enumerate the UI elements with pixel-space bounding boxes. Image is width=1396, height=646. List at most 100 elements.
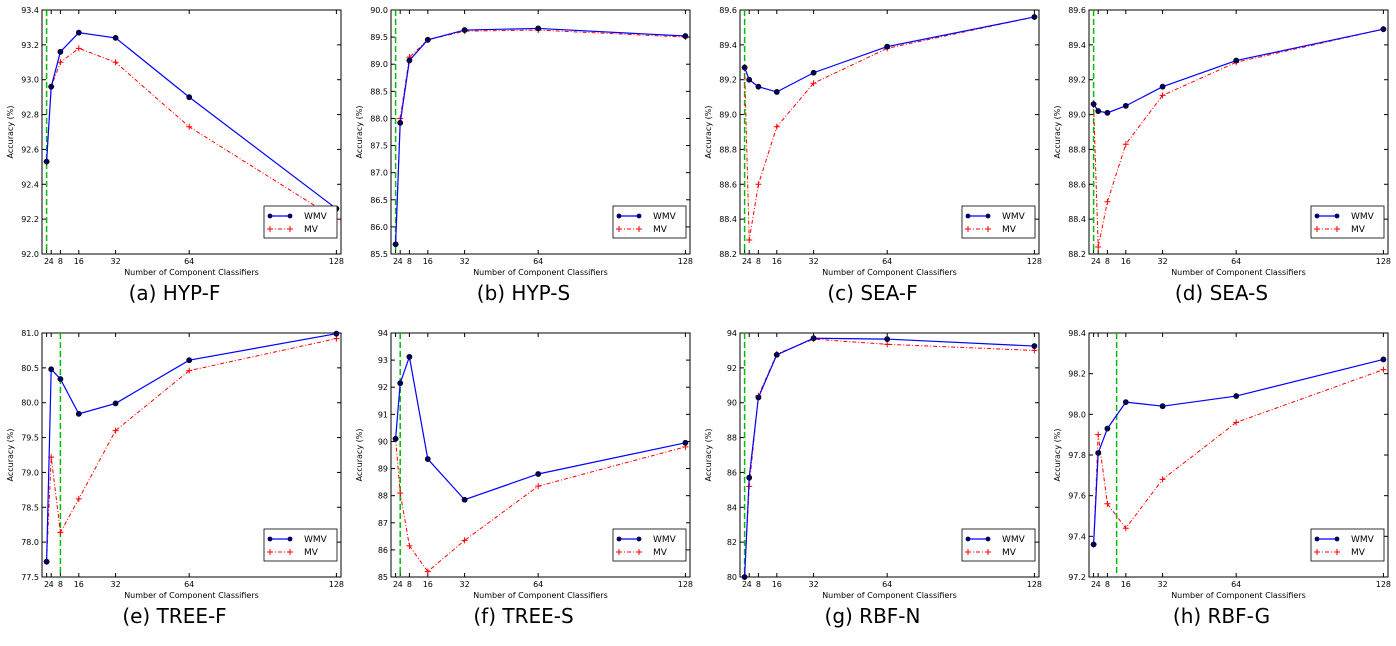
data-point-mv: [57, 59, 64, 66]
data-point-wmv: [48, 366, 55, 373]
y-tick-label: 89.6: [1068, 6, 1086, 15]
y-axis-label: Accuracy (%): [704, 106, 713, 159]
legend-marker-mv: [636, 226, 642, 232]
y-tick-label: 80.5: [21, 364, 39, 373]
chart-panel: 88.2 88.4 88.6 88.8 89.0 89.2 89.4 89.6 2 4 8 16 32 6…: [698, 0, 1047, 323]
data-point-wmv: [43, 158, 50, 165]
data-point-wmv: [1090, 541, 1097, 548]
data-point-wmv: [1104, 109, 1111, 116]
y-tick-label: 88.6: [1068, 180, 1086, 189]
y-tick-label: 97.6: [1068, 492, 1086, 501]
x-tick-label: 64: [882, 257, 892, 266]
data-point-mv: [1104, 500, 1111, 507]
x-axis-label: Number of Component Classifiers: [1171, 591, 1306, 600]
x-tick-label: 4: [49, 257, 54, 266]
y-tick-label: 85.5: [370, 250, 388, 259]
y-axis-label: Accuracy (%): [1053, 429, 1062, 482]
x-tick-label: 64: [184, 580, 194, 589]
legend: WMV MV: [1310, 528, 1385, 562]
data-point-mv: [57, 529, 64, 536]
legend-label-mv: MV: [1351, 548, 1366, 558]
x-axis-label: Number of Component Classifiers: [473, 591, 608, 600]
data-point-mv: [424, 568, 431, 575]
y-tick-label: 88.6: [719, 180, 737, 189]
y-tick-label: 82: [727, 538, 737, 547]
x-axis-label: Number of Component Classifiers: [473, 268, 608, 277]
series-line-wmv: [1093, 28, 1384, 114]
data-point-wmv: [1233, 393, 1240, 399]
y-axis-label: Accuracy (%): [1053, 106, 1062, 159]
data-point-wmv: [884, 43, 891, 50]
subfigure-caption: (b) HYP-S: [476, 281, 571, 305]
legend-label-wmv: WMV: [653, 212, 677, 222]
x-axis-label: Number of Component Classifiers: [124, 268, 259, 277]
y-tick-label: 88.0: [370, 114, 388, 123]
data-point-mv: [1095, 244, 1102, 251]
legend-marker-mv: [267, 226, 273, 232]
x-tick-label: 2: [742, 257, 747, 266]
legend-label-wmv: WMV: [653, 535, 677, 545]
y-tick-label: 92: [727, 364, 737, 373]
y-tick-label: 88.4: [1068, 215, 1086, 224]
data-point-wmv: [1122, 102, 1129, 109]
x-tick-label: 2: [44, 257, 49, 266]
data-point-mv: [535, 483, 542, 490]
data-point-wmv: [1380, 26, 1387, 33]
line-chart: 85 86 87 88 89 90 91 92 93 94 2 4 8 16 32 64 128 Number o…: [355, 329, 693, 600]
legend-label-mv: MV: [653, 548, 668, 558]
y-tick-label: 90: [378, 437, 388, 446]
y-tick-label: 92.8: [21, 111, 39, 120]
data-point-wmv: [884, 336, 891, 342]
data-point-wmv: [741, 64, 748, 71]
legend-marker-wmv: [267, 536, 273, 542]
data-point-wmv: [406, 57, 413, 64]
y-tick-label: 79.0: [21, 468, 39, 477]
data-point-wmv: [112, 400, 119, 407]
line-chart: 80 82 84 86 88 90 92 94 2 4 8 16 32 64 128 Number of Co…: [704, 329, 1042, 600]
line-chart: 85.5 86.0 86.5 87.0 87.5 88.0 88.5 89.0 89.5 90.0…: [355, 6, 693, 277]
y-tick-label: 97.8: [1068, 451, 1086, 460]
y-tick-label: 88.5: [370, 87, 388, 96]
series-line-wmv: [1093, 358, 1384, 545]
x-axis-label: Number of Component Classifiers: [124, 591, 259, 600]
y-tick-label: 92.2: [21, 215, 39, 224]
y-tick-label: 87.0: [370, 169, 388, 178]
data-point-wmv: [392, 435, 399, 442]
legend-marker-mv: [636, 549, 642, 555]
x-tick-label: 128: [1027, 580, 1042, 589]
legend: WMV MV: [612, 528, 687, 562]
y-tick-label: 88.2: [719, 250, 737, 259]
x-tick-label: 8: [58, 580, 63, 589]
subfigure-caption: (a) HYP-F: [128, 281, 221, 305]
data-point-wmv: [773, 89, 780, 95]
x-tick-label: 16: [423, 257, 433, 266]
legend-marker-wmv: [965, 213, 971, 219]
y-tick-label: 88.8: [719, 145, 737, 154]
chart-panel: 88.2 88.4 88.6 88.8 89.0 89.2 89.4 89.6 2 4 8 16 32 6…: [1047, 0, 1396, 323]
x-tick-label: 128: [329, 257, 344, 266]
y-tick-label: 78.0: [21, 538, 39, 547]
x-tick-label: 32: [1158, 580, 1168, 589]
data-point-wmv: [424, 36, 431, 43]
data-point-wmv: [1095, 108, 1102, 114]
data-point-wmv: [112, 34, 119, 41]
x-tick-label: 8: [756, 257, 761, 266]
legend: WMV MV: [961, 528, 1036, 562]
y-tick-label: 85: [378, 573, 388, 582]
chart-panel: 97.2 97.4 97.6 97.8 98.0 98.2 98.4 2 4 8 16 32 64 128…: [1047, 323, 1396, 646]
x-tick-label: 8: [1105, 580, 1110, 589]
line-chart: 92.0 92.2 92.4 92.6 92.8 93.0 93.2 93.4 2 4 8 16 32 6…: [6, 6, 344, 277]
y-tick-label: 92.0: [21, 250, 39, 259]
legend-marker-mv: [965, 549, 971, 555]
x-tick-label: 32: [460, 257, 470, 266]
line-chart: 88.2 88.4 88.6 88.8 89.0 89.2 89.4 89.6 2 4 8 16 32 6…: [704, 6, 1042, 277]
data-point-wmv: [682, 33, 689, 39]
x-tick-label: 2: [44, 580, 49, 589]
y-tick-label: 92: [378, 383, 388, 392]
data-point-wmv: [746, 76, 753, 83]
y-tick-label: 89.4: [1068, 41, 1086, 50]
legend-box: [1310, 205, 1385, 239]
data-point-wmv: [1095, 450, 1102, 456]
legend-marker-wmv: [287, 213, 293, 219]
